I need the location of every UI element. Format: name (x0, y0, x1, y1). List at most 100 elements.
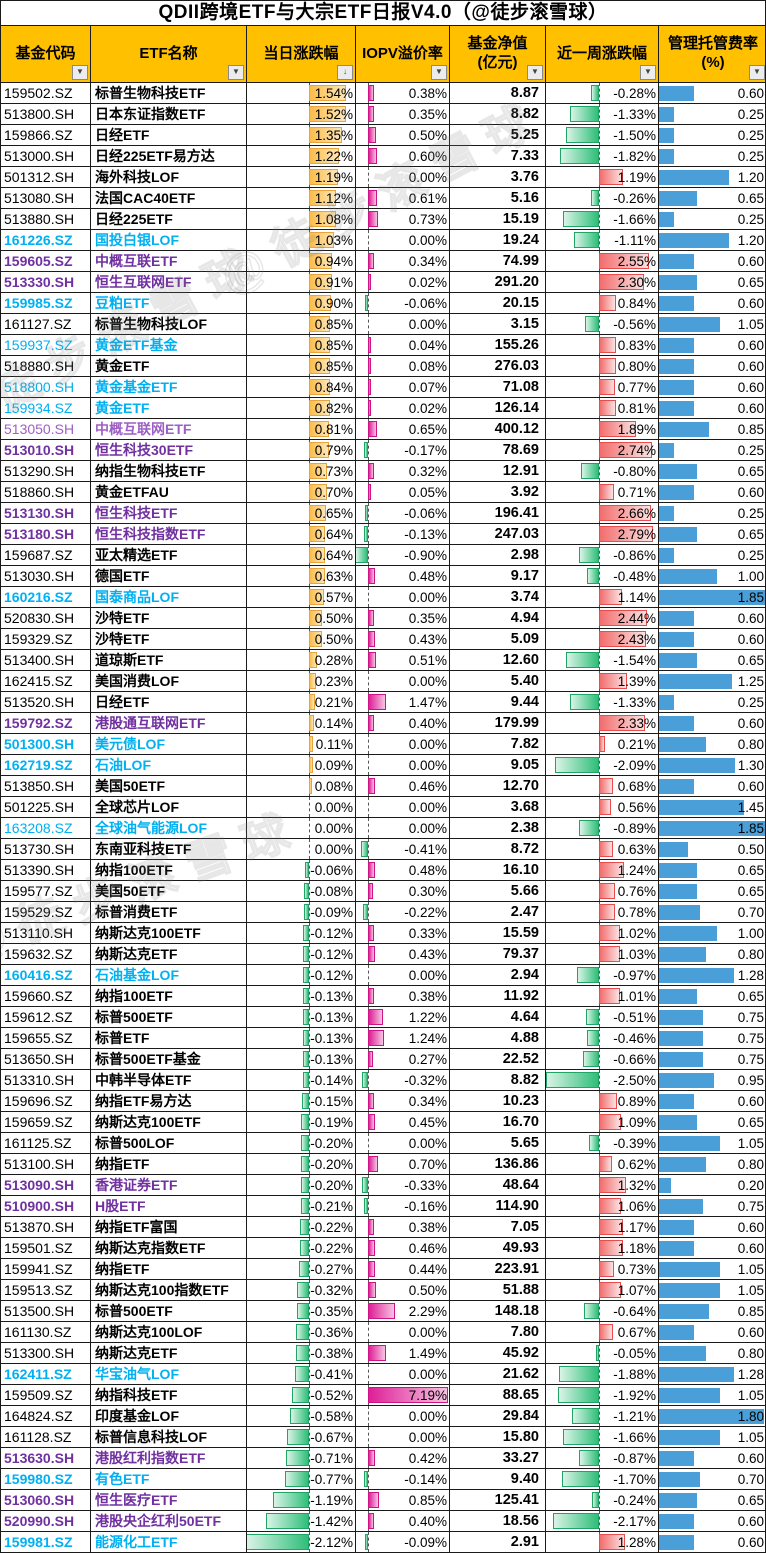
cell-daily-change[interactable]: -0.20% (247, 1154, 356, 1174)
cell-name[interactable]: 港股央企红利50ETF (91, 1511, 247, 1531)
cell-name[interactable]: 国投白银LOF (91, 230, 247, 250)
cell-weekly-change[interactable]: 2.44% (546, 608, 659, 628)
cell-name[interactable]: 华宝油气LOF (91, 1364, 247, 1384)
cell-fee[interactable]: 0.25 (659, 545, 765, 565)
cell-name[interactable]: 全球油气能源LOF (91, 818, 247, 838)
cell-nav[interactable]: 71.08 (450, 377, 546, 397)
cell-iopv-premium[interactable]: 0.00% (356, 1364, 450, 1384)
cell-weekly-change[interactable]: -0.66% (546, 1049, 659, 1069)
cell-name[interactable]: 纳指100ETF (91, 986, 247, 1006)
cell-iopv-premium[interactable]: -0.22% (356, 902, 450, 922)
cell-daily-change[interactable]: 0.63% (247, 566, 356, 586)
cell-name[interactable]: 中韩半导体ETF (91, 1070, 247, 1090)
cell-weekly-change[interactable]: 0.68% (546, 776, 659, 796)
cell-nav[interactable]: 78.69 (450, 440, 546, 460)
cell-daily-change[interactable]: -0.21% (247, 1196, 356, 1216)
cell-code[interactable]: 513000.SH (1, 146, 91, 166)
cell-iopv-premium[interactable]: -0.06% (356, 503, 450, 523)
cell-daily-change[interactable]: -2.12% (247, 1532, 356, 1552)
cell-nav[interactable]: 22.52 (450, 1049, 546, 1069)
cell-fee[interactable]: 0.60 (659, 335, 765, 355)
cell-name[interactable]: 沙特ETF (91, 629, 247, 649)
cell-iopv-premium[interactable]: 0.33% (356, 923, 450, 943)
cell-name[interactable]: 黄金基金ETF (91, 377, 247, 397)
cell-nav[interactable]: 8.82 (450, 1070, 546, 1090)
cell-iopv-premium[interactable]: 2.29% (356, 1301, 450, 1321)
cell-fee[interactable]: 0.60 (659, 608, 765, 628)
cell-weekly-change[interactable]: 2.55% (546, 251, 659, 271)
cell-weekly-change[interactable]: -0.28% (546, 83, 659, 103)
cell-fee[interactable]: 1.30 (659, 755, 765, 775)
cell-nav[interactable]: 5.65 (450, 1133, 546, 1153)
cell-code[interactable]: 520990.SH (1, 1511, 91, 1531)
cell-name[interactable]: 黄金ETFAU (91, 482, 247, 502)
cell-code[interactable]: 513010.SH (1, 440, 91, 460)
cell-daily-change[interactable]: -0.41% (247, 1364, 356, 1384)
cell-fee[interactable]: 0.60 (659, 83, 765, 103)
cell-daily-change[interactable]: 0.00% (247, 839, 356, 859)
cell-iopv-premium[interactable]: 0.32% (356, 461, 450, 481)
cell-code[interactable]: 513800.SH (1, 104, 91, 124)
cell-code[interactable]: 513300.SH (1, 1343, 91, 1363)
cell-code[interactable]: 164824.SZ (1, 1406, 91, 1426)
cell-weekly-change[interactable]: 2.79% (546, 524, 659, 544)
cell-fee[interactable]: 0.65 (659, 860, 765, 880)
cell-name[interactable]: 能源化工ETF (91, 1532, 247, 1552)
cell-iopv-premium[interactable]: 0.65% (356, 419, 450, 439)
cell-fee[interactable]: 0.60 (659, 1217, 765, 1237)
cell-fee[interactable]: 0.75 (659, 1007, 765, 1027)
cell-iopv-premium[interactable]: 0.04% (356, 335, 450, 355)
cell-code[interactable]: 159612.SZ (1, 1007, 91, 1027)
cell-name[interactable]: 中概互联网ETF (91, 419, 247, 439)
cell-code[interactable]: 513100.SH (1, 1154, 91, 1174)
cell-nav[interactable]: 9.44 (450, 692, 546, 712)
cell-code[interactable]: 520830.SH (1, 608, 91, 628)
cell-fee[interactable]: 1.80 (659, 1406, 765, 1426)
cell-name[interactable]: 纳斯达克ETF (91, 1343, 247, 1363)
cell-name[interactable]: 道琼斯ETF (91, 650, 247, 670)
cell-iopv-premium[interactable]: 0.70% (356, 1154, 450, 1174)
header-cell-4[interactable]: IOPV溢价率 ▼ (356, 26, 450, 82)
cell-weekly-change[interactable]: 0.81% (546, 398, 659, 418)
cell-fee[interactable]: 0.25 (659, 209, 765, 229)
cell-code[interactable]: 163208.SZ (1, 818, 91, 838)
cell-weekly-change[interactable]: -1.54% (546, 650, 659, 670)
cell-daily-change[interactable]: -0.67% (247, 1427, 356, 1447)
cell-code[interactable]: 159655.SZ (1, 1028, 91, 1048)
cell-weekly-change[interactable]: -2.09% (546, 755, 659, 775)
cell-iopv-premium[interactable]: 1.24% (356, 1028, 450, 1048)
cell-weekly-change[interactable]: -0.05% (546, 1343, 659, 1363)
cell-daily-change[interactable]: 0.65% (247, 503, 356, 523)
cell-name[interactable]: 标普500ETF (91, 1301, 247, 1321)
cell-iopv-premium[interactable]: 0.02% (356, 398, 450, 418)
cell-code[interactable]: 159941.SZ (1, 1259, 91, 1279)
cell-code[interactable]: 513030.SH (1, 566, 91, 586)
filter-button[interactable]: ▼ (749, 65, 765, 80)
cell-iopv-premium[interactable]: 0.00% (356, 1427, 450, 1447)
cell-weekly-change[interactable]: 1.06% (546, 1196, 659, 1216)
cell-code[interactable]: 159934.SZ (1, 398, 91, 418)
header-cell-6[interactable]: 近一周涨跌幅 ▼ (546, 26, 659, 82)
cell-nav[interactable]: 2.38 (450, 818, 546, 838)
cell-weekly-change[interactable]: 1.89% (546, 419, 659, 439)
cell-nav[interactable]: 9.05 (450, 755, 546, 775)
cell-daily-change[interactable]: -0.77% (247, 1469, 356, 1489)
cell-iopv-premium[interactable]: 0.46% (356, 776, 450, 796)
cell-fee[interactable]: 1.85 (659, 818, 765, 838)
cell-nav[interactable]: 5.16 (450, 188, 546, 208)
cell-nav[interactable]: 125.41 (450, 1490, 546, 1510)
cell-daily-change[interactable]: -0.27% (247, 1259, 356, 1279)
cell-weekly-change[interactable]: -1.33% (546, 692, 659, 712)
cell-fee[interactable]: 1.05 (659, 314, 765, 334)
cell-code[interactable]: 159577.SZ (1, 881, 91, 901)
cell-code[interactable]: 162411.SZ (1, 1364, 91, 1384)
cell-nav[interactable]: 2.91 (450, 1532, 546, 1552)
cell-nav[interactable]: 9.17 (450, 566, 546, 586)
cell-code[interactable]: 162719.SZ (1, 755, 91, 775)
cell-iopv-premium[interactable]: 0.45% (356, 1112, 450, 1132)
cell-fee[interactable]: 0.80 (659, 944, 765, 964)
cell-nav[interactable]: 4.94 (450, 608, 546, 628)
cell-daily-change[interactable]: 0.57% (247, 587, 356, 607)
cell-iopv-premium[interactable]: 0.27% (356, 1049, 450, 1069)
cell-iopv-premium[interactable]: 0.00% (356, 167, 450, 187)
